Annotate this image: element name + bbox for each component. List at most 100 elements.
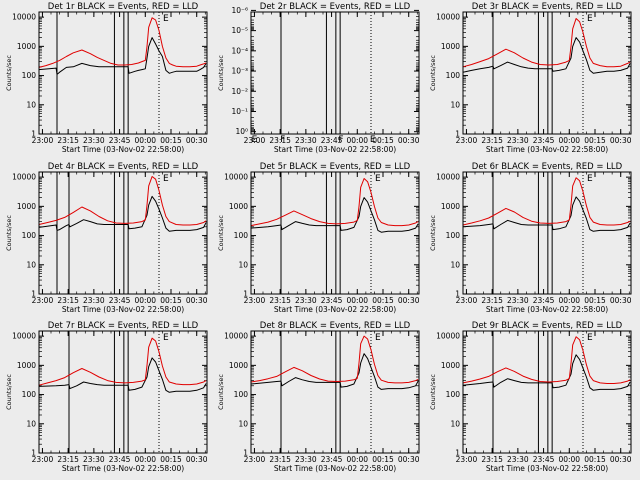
- panel-title: Det 4r BLACK = Events, RED = LLD: [48, 162, 199, 172]
- y-tick-label: 10⁻¹: [231, 107, 248, 116]
- series-events-line: [38, 357, 207, 393]
- series-lld-line: [38, 337, 207, 386]
- x-tick-label: 23:00: [456, 455, 478, 464]
- x-tick-label: 23:15: [57, 296, 79, 305]
- y-tick-label: 10000: [436, 13, 460, 22]
- x-tick-label: 23:30: [295, 296, 317, 305]
- y-tick-label: 1000: [229, 202, 248, 211]
- annotation-letter: E: [587, 14, 593, 24]
- x-axis-label: Start Time (03-Nov-02 22:58:00): [274, 305, 396, 314]
- x-tick-label: 00:00: [346, 136, 368, 145]
- y-axis-label: Counts/sec: [429, 55, 437, 91]
- x-tick-label: 00:30: [398, 136, 420, 145]
- x-tick-label: 23:45: [109, 455, 131, 464]
- y-tick-label: 100: [22, 71, 37, 80]
- y-tick-label: 1000: [441, 42, 460, 51]
- x-tick-label: 00:30: [610, 136, 632, 145]
- x-tick-label: 00:00: [346, 296, 368, 305]
- annotation-letter: E: [587, 174, 593, 184]
- y-tick-label: 1: [31, 290, 36, 299]
- panel-title: Det 9r BLACK = Events, RED = LLD: [472, 321, 623, 331]
- y-tick-label: 100: [446, 231, 461, 240]
- x-tick-label: 23:30: [295, 136, 317, 145]
- y-tick-label: 1000: [229, 361, 248, 370]
- annotation-letter: E: [375, 333, 381, 343]
- x-axis-label: Start Time (03-Nov-02 22:58:00): [486, 305, 608, 314]
- panel-det5: Det 5r BLACK = Events, RED = LLD Counts/s…: [217, 162, 420, 314]
- y-tick-label: 100: [446, 390, 461, 399]
- y-tick-label: 100: [22, 390, 37, 399]
- y-axis-label: Counts/sec: [217, 215, 225, 251]
- x-tick-label: 00:00: [558, 455, 580, 464]
- x-tick-label: 23:45: [321, 296, 343, 305]
- plot-frame: [462, 171, 632, 295]
- plot-frame: [250, 171, 420, 295]
- panel-det7: Det 7r BLACK = Events, RED = LLD Counts/s…: [5, 321, 208, 473]
- y-tick-label: 100: [234, 231, 249, 240]
- y-tick-label: 10⁻⁶: [231, 6, 248, 15]
- x-axis-label: Start Time (03-Nov-02 22:58:00): [274, 464, 396, 473]
- x-tick-label: 23:30: [295, 455, 317, 464]
- plot-frame: [38, 11, 208, 135]
- panel-det4: Det 4r BLACK = Events, RED = LLD Counts/s…: [5, 162, 208, 314]
- annotation-letter: E: [587, 333, 593, 343]
- y-tick-label: 1: [455, 130, 460, 139]
- x-tick-label: 23:15: [481, 455, 503, 464]
- plot-frame: [38, 330, 208, 454]
- y-tick-label: 1000: [17, 202, 36, 211]
- y-axis-label: Counts/sec: [217, 374, 225, 410]
- y-tick-label: 100: [22, 231, 37, 240]
- y-tick-label: 10: [450, 419, 460, 428]
- plot-frame: [250, 11, 420, 135]
- panel-det1: Det 1r BLACK = Events, RED = LLD Counts/s…: [5, 2, 208, 154]
- y-tick-label: 1000: [441, 202, 460, 211]
- y-tick-label: 10: [238, 260, 248, 269]
- x-tick-label: 00:15: [372, 136, 394, 145]
- x-tick-label: 23:00: [244, 136, 266, 145]
- x-tick-label: 23:15: [269, 455, 291, 464]
- y-axis-label: Counts/sec: [429, 215, 437, 251]
- x-tick-label: 00:30: [610, 455, 632, 464]
- annotation-letter: E: [370, 135, 376, 145]
- series-events-line: [38, 37, 207, 75]
- y-tick-label: 1: [31, 449, 36, 458]
- x-tick-label: 23:15: [481, 136, 503, 145]
- y-tick-label: 10: [450, 100, 460, 109]
- x-tick-label: 23:30: [83, 455, 105, 464]
- x-tick-label: 00:30: [398, 296, 420, 305]
- x-tick-label: 23:45: [109, 136, 131, 145]
- panel-title: Det 5r BLACK = Events, RED = LLD: [260, 162, 411, 172]
- x-axis-label: Start Time (03-Nov-02 22:58:00): [62, 305, 184, 314]
- y-tick-label: 10⁻²: [231, 87, 248, 96]
- annotation-letter: E: [252, 135, 258, 145]
- annotation-letter: E: [375, 174, 381, 184]
- x-tick-label: 23:00: [244, 296, 266, 305]
- x-tick-label: 00:00: [134, 296, 156, 305]
- plot-frame: [38, 171, 208, 295]
- x-axis-label: Start Time (03-Nov-02 22:58:00): [62, 145, 184, 154]
- series-lld-line: [250, 335, 419, 384]
- x-tick-label: 23:30: [507, 296, 529, 305]
- annotation-letter: E: [163, 14, 169, 24]
- x-tick-label: 00:15: [160, 296, 182, 305]
- y-tick-label: 10000: [436, 332, 460, 341]
- y-axis-label: Counts/sec: [5, 215, 13, 251]
- y-tick-label: 1000: [17, 42, 36, 51]
- panel-title: Det 3r BLACK = Events, RED = LLD: [472, 2, 623, 12]
- panel-det2: Det 2r BLACK = Events, RED = LLD Counts/s…: [217, 2, 420, 154]
- series-lld-line: [462, 177, 631, 226]
- y-tick-label: 10: [238, 419, 248, 428]
- x-tick-label: 00:30: [186, 455, 208, 464]
- plot-frame: [462, 330, 632, 454]
- x-tick-label: 23:45: [321, 136, 343, 145]
- y-tick-label: 10000: [224, 332, 248, 341]
- x-tick-label: 00:00: [134, 136, 156, 145]
- series-lld-line: [38, 17, 207, 68]
- x-axis-label: Start Time (03-Nov-02 22:58:00): [486, 464, 608, 473]
- y-tick-label: 1: [455, 449, 460, 458]
- x-tick-label: 23:30: [507, 455, 529, 464]
- x-tick-label: 23:45: [109, 296, 131, 305]
- panel-title: Det 8r BLACK = Events, RED = LLD: [260, 321, 411, 331]
